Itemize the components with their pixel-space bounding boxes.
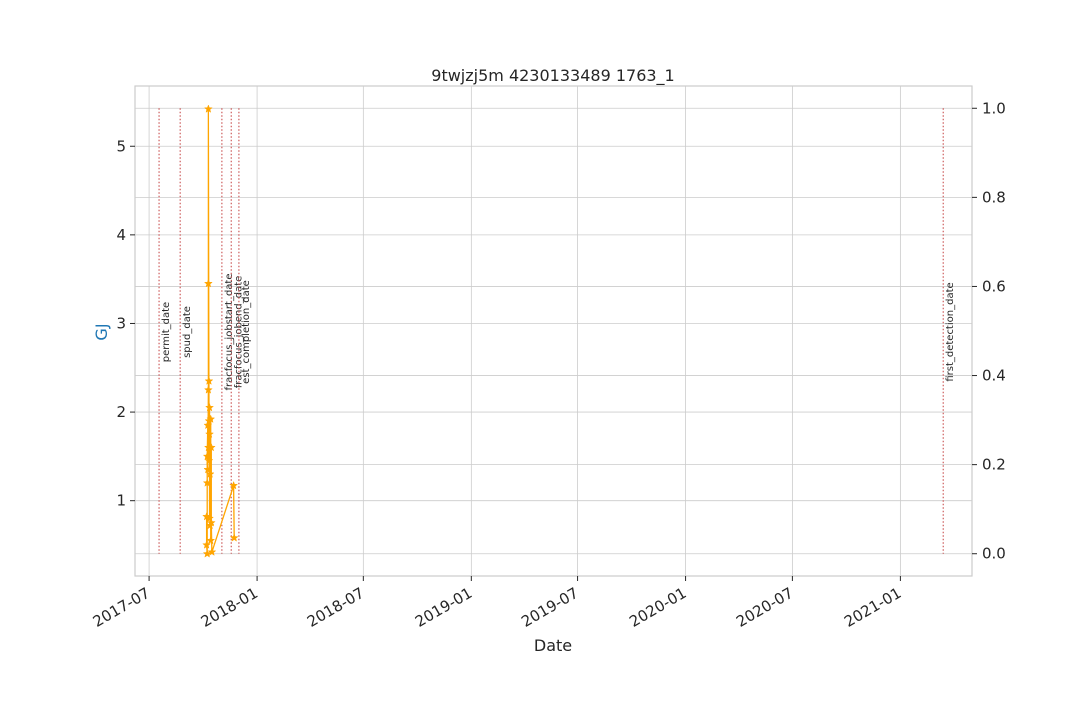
data-point	[203, 464, 213, 474]
y2-axis-ticks: 0.0 0.2 0.4 0.6 0.8 1.0	[972, 99, 1006, 563]
data-point	[205, 402, 215, 412]
y2-tick-label: 0.4	[982, 367, 1006, 385]
y2-tick-label: 1.0	[982, 99, 1006, 117]
data-point	[203, 420, 213, 430]
y2-tick-label: 0.8	[982, 188, 1006, 206]
event-label: fracfocus_jobstart_date	[224, 273, 235, 390]
data-point	[205, 429, 215, 439]
event-label: fracfocus_jobend_date	[233, 276, 244, 389]
event-markers: permit_date spud_date fracfocus_jobstart_d…	[158, 108, 956, 554]
data-point	[202, 451, 212, 461]
x-tick-label: 2017-07	[90, 584, 153, 631]
data-point	[202, 540, 212, 549]
x-axis-label: Date	[534, 636, 572, 655]
data-point	[204, 376, 214, 385]
event-label: est_completion_date	[241, 280, 252, 384]
x-tick-label: 2018-07	[304, 584, 367, 631]
data-point	[229, 533, 239, 542]
y-tick-label: 2	[116, 403, 126, 421]
x-axis-ticks: 2017-07 2018-01 2018-07 2019-01 2019-07 2020-…	[90, 576, 904, 631]
x-tick-label: 2020-07	[733, 584, 796, 631]
x-tick-label: 2020-01	[626, 584, 689, 631]
y-tick-label: 1	[116, 492, 126, 510]
data-point	[203, 104, 213, 113]
y2-tick-label: 0.2	[982, 456, 1006, 474]
y2-tick-label: 0.6	[982, 277, 1006, 295]
data-point	[206, 535, 216, 545]
data-point	[206, 414, 216, 423]
x-tick-label: 2018-01	[198, 584, 261, 631]
y-tick-label: 5	[116, 137, 126, 155]
x-tick-label: 2019-01	[412, 584, 475, 631]
grid-lines	[135, 86, 972, 576]
data-point	[206, 442, 216, 452]
y2-tick-label: 0.0	[982, 545, 1006, 563]
data-point	[205, 513, 215, 523]
data-point	[229, 480, 239, 490]
data-point	[207, 547, 217, 556]
data-point	[205, 469, 215, 478]
data-point	[202, 478, 212, 487]
y-tick-label: 4	[116, 226, 126, 244]
data-point	[206, 518, 216, 527]
y-tick-label: 3	[116, 314, 126, 332]
data-point	[204, 456, 214, 465]
x-tick-label: 2019-07	[518, 584, 581, 631]
x-tick-label: 2021-01	[841, 584, 904, 631]
plot-frame	[134, 85, 973, 577]
data-point	[203, 385, 213, 394]
event-label: permit_date	[161, 302, 172, 362]
event-label: spud_date	[182, 306, 193, 358]
series-layer	[202, 104, 239, 558]
y-axis-label: GJ	[92, 323, 111, 340]
chart-title: 9twjzj5m 4230133489 1763_1	[431, 66, 674, 86]
data-point	[203, 278, 213, 288]
y-axis-ticks: 1 2 3 4 5	[116, 137, 135, 510]
event-label: first_detection_date	[945, 282, 956, 381]
